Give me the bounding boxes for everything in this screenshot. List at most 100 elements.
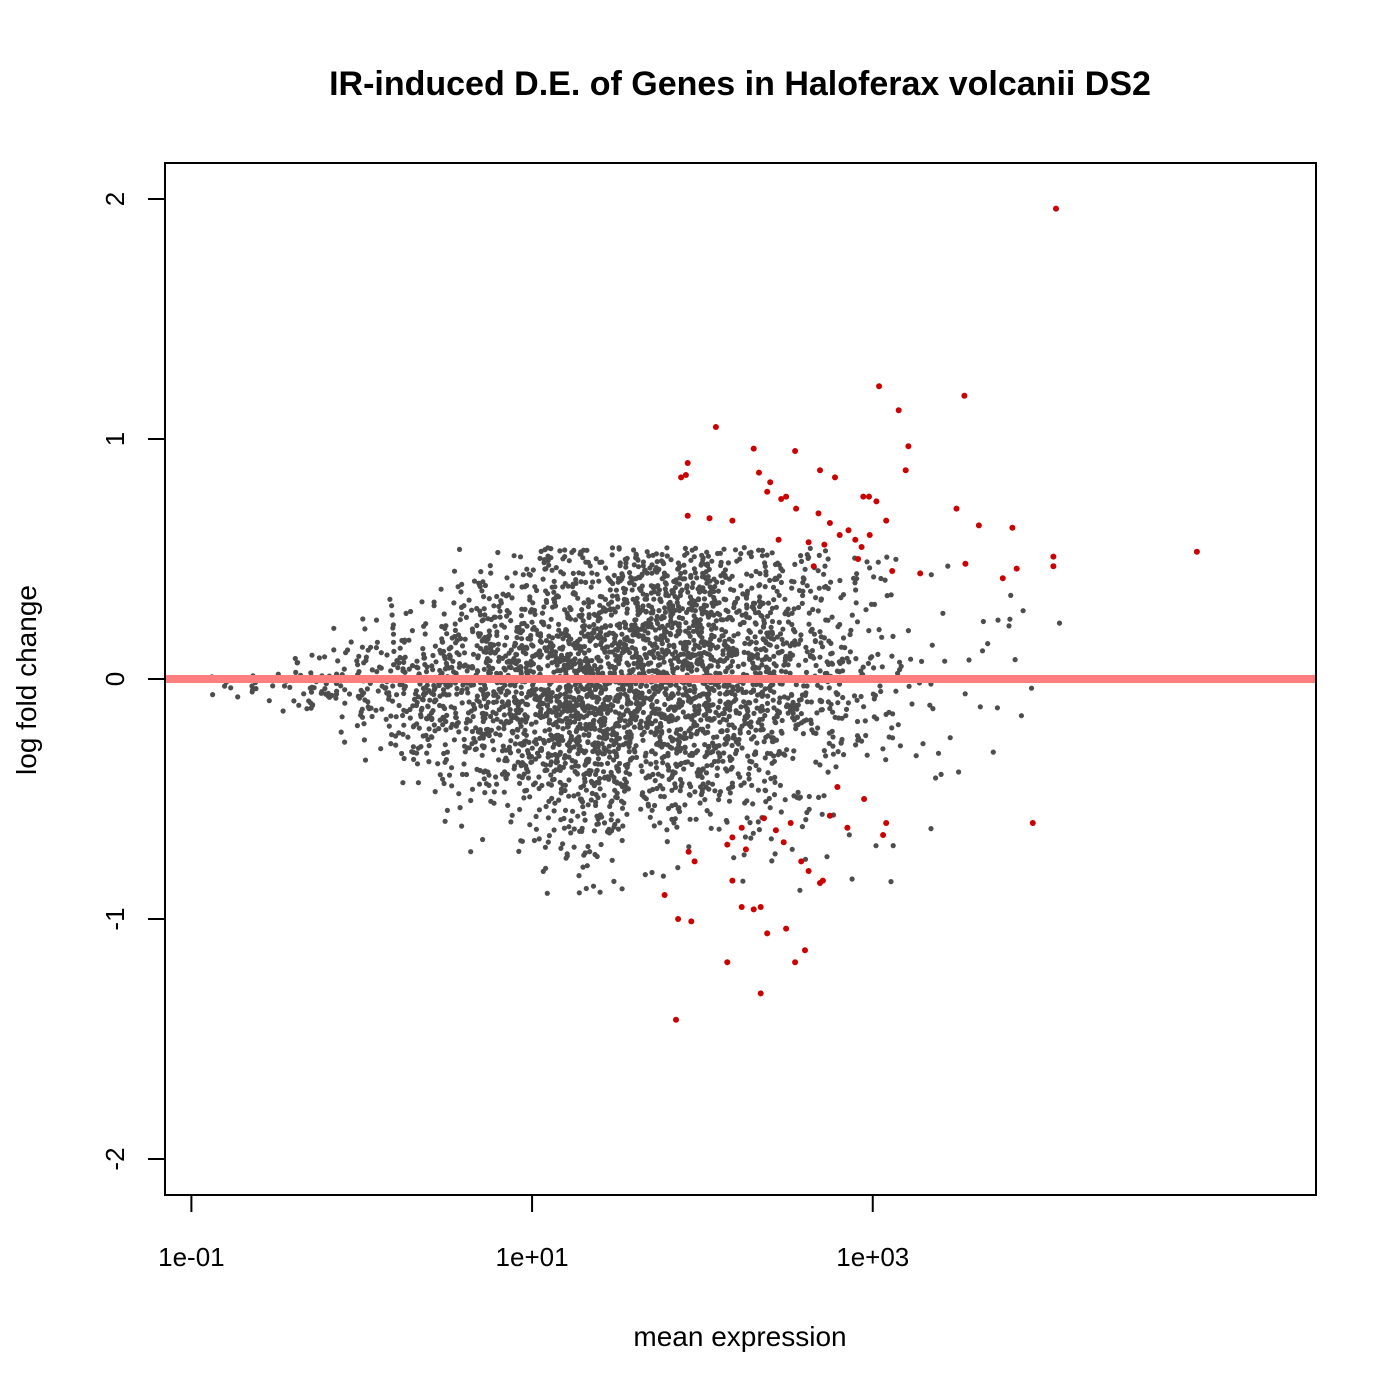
- background-point: [624, 600, 630, 606]
- data-point: [675, 916, 682, 922]
- background-point: [861, 704, 867, 710]
- background-point: [572, 719, 578, 725]
- background-point: [462, 636, 468, 642]
- background-point: [777, 782, 784, 789]
- background-point: [640, 563, 646, 569]
- background-point: [527, 609, 534, 615]
- background-point: [738, 782, 744, 788]
- background-point: [745, 700, 751, 706]
- background-point: [638, 806, 644, 812]
- background-point: [587, 563, 593, 569]
- background-point: [813, 662, 819, 669]
- data-point: [1009, 524, 1016, 531]
- background-point: [609, 593, 616, 599]
- background-point: [666, 776, 672, 783]
- background-point: [928, 572, 934, 578]
- background-point: [516, 773, 522, 779]
- background-point: [614, 622, 620, 628]
- background-point: [527, 572, 533, 578]
- background-point: [597, 786, 603, 792]
- background-point: [670, 666, 676, 672]
- background-point: [648, 729, 654, 735]
- background-point: [599, 594, 605, 600]
- background-point: [597, 559, 603, 566]
- data-point: [756, 469, 762, 476]
- background-point: [490, 718, 496, 724]
- background-point: [583, 758, 590, 764]
- background-point: [682, 545, 689, 552]
- background-point: [765, 600, 772, 606]
- background-point: [542, 645, 548, 651]
- background-point: [738, 704, 744, 710]
- background-point: [687, 687, 693, 694]
- background-point: [686, 844, 692, 850]
- background-point: [732, 692, 738, 698]
- background-point: [717, 698, 723, 704]
- background-point: [817, 629, 823, 635]
- background-point: [439, 623, 445, 630]
- background-point: [642, 567, 648, 573]
- background-point: [459, 643, 466, 649]
- background-point: [390, 639, 397, 645]
- background-point: [577, 658, 583, 664]
- background-point: [930, 706, 936, 712]
- background-point: [665, 750, 671, 756]
- background-point: [725, 699, 731, 705]
- background-point: [814, 710, 820, 716]
- background-point: [633, 653, 639, 660]
- background-point: [715, 750, 722, 756]
- background-point: [668, 557, 674, 563]
- background-point: [620, 823, 626, 829]
- background-point: [228, 685, 234, 691]
- background-point: [443, 623, 449, 629]
- background-point: [542, 547, 548, 553]
- background-point: [868, 601, 875, 607]
- background-point: [309, 684, 315, 690]
- background-point: [270, 683, 276, 689]
- background-point: [655, 591, 661, 597]
- background-point: [871, 665, 877, 671]
- background-point: [518, 613, 525, 619]
- background-point: [611, 572, 617, 579]
- background-point: [308, 670, 314, 676]
- background-point: [602, 623, 609, 629]
- background-point: [716, 797, 722, 803]
- background-point: [675, 566, 681, 572]
- background-point: [569, 549, 575, 556]
- background-point: [616, 711, 622, 717]
- background-point: [615, 818, 621, 824]
- background-point: [429, 663, 435, 669]
- background-point: [504, 608, 510, 614]
- background-point: [501, 712, 507, 718]
- background-point: [552, 705, 558, 711]
- background-point: [719, 729, 725, 735]
- background-point: [652, 802, 658, 809]
- background-point: [507, 707, 513, 713]
- background-point: [613, 794, 619, 800]
- background-point: [488, 570, 494, 576]
- background-point: [475, 631, 481, 637]
- background-point: [414, 658, 420, 664]
- background-point: [502, 642, 508, 648]
- background-point: [796, 587, 803, 594]
- background-point: [469, 663, 475, 670]
- background-point: [608, 737, 615, 743]
- background-point: [471, 735, 477, 742]
- background-point: [709, 762, 715, 768]
- background-point: [360, 616, 366, 622]
- background-point: [494, 632, 500, 639]
- background-point: [655, 620, 661, 627]
- background-point: [578, 630, 585, 636]
- background-point: [526, 739, 532, 746]
- background-point: [687, 633, 693, 639]
- background-point: [407, 715, 413, 721]
- background-point: [281, 683, 288, 689]
- background-point: [888, 879, 894, 885]
- data-point: [691, 858, 698, 865]
- background-point: [444, 692, 450, 698]
- background-point: [771, 653, 777, 659]
- background-point: [759, 657, 765, 663]
- background-point: [718, 562, 724, 569]
- background-point: [431, 603, 437, 609]
- background-point: [672, 607, 678, 613]
